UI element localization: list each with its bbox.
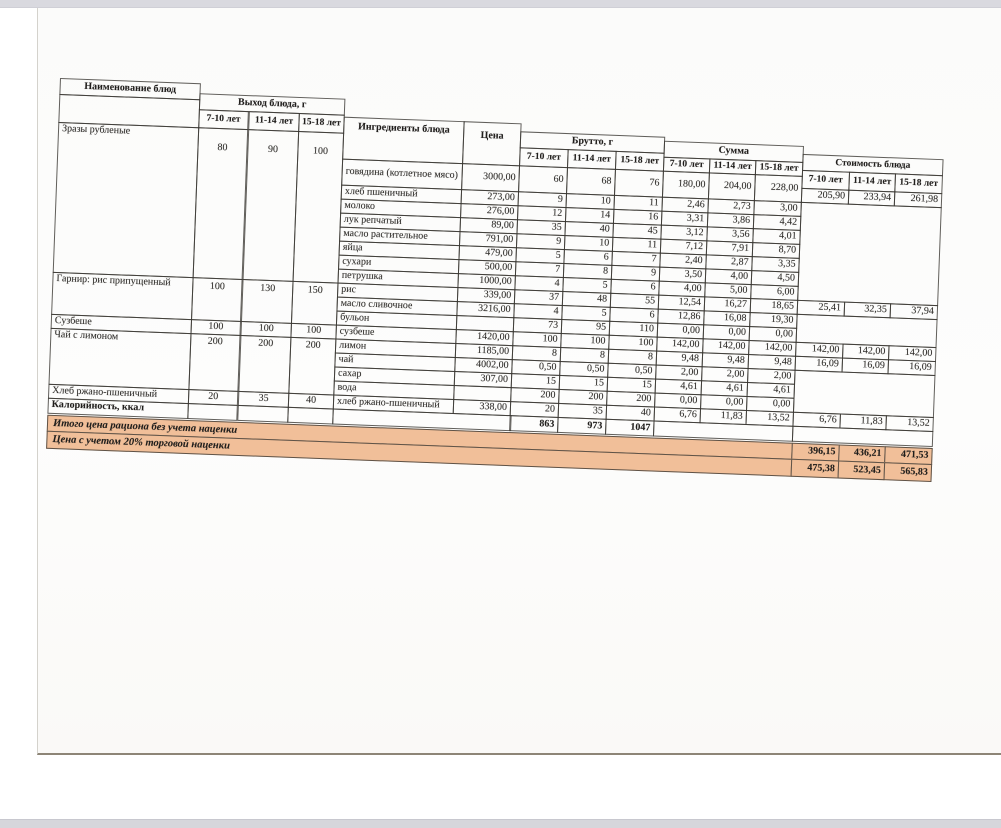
dish-output-3-1: 200 (238, 334, 292, 394)
dish-output-1-1: 130 (240, 278, 294, 324)
ingredient-brutto-0-1: 68 (566, 167, 616, 196)
header-ingredients: Ингредиенты блюда (342, 116, 465, 165)
ingredient-sum-0-0: 180,00 (661, 170, 710, 200)
calories-value-2: 1047 (605, 418, 655, 437)
header-price: Цена (462, 121, 522, 167)
calories-value-0: 863 (509, 415, 559, 433)
dish-output-0-1: 90 (242, 129, 300, 282)
ingredient-brutto-0-0: 60 (518, 165, 569, 195)
dish-cost-gap-1 (797, 201, 942, 307)
dish-output-1-0: 100 (191, 277, 243, 322)
top-window-edge (0, 0, 1001, 8)
dish-output-5-2 (287, 406, 334, 425)
dish-output-3-2: 200 (288, 336, 337, 396)
total-value-1-2: 565,83 (883, 462, 933, 482)
total-value-1-0: 475,38 (790, 458, 840, 479)
dish-name-0: Зразы рубленые (52, 121, 200, 279)
dish-output-5-1 (237, 404, 289, 423)
total-value-1-1: 523,45 (837, 460, 886, 481)
ingredient-sum-0-2: 228,00 (753, 174, 803, 203)
dish-name-3: Чай с лимоном (48, 327, 192, 391)
calories-value-1: 973 (557, 416, 607, 435)
dish-cost-gap-3 (792, 369, 936, 419)
dish-output-3-0: 200 (188, 333, 241, 392)
paper-sheet (37, 8, 1001, 755)
bottom-window-edge (0, 819, 1001, 828)
ingredient-sum-0-1: 204,00 (707, 172, 756, 202)
dish-output-0-2: 100 (292, 130, 345, 284)
ingredient-brutto-0-2: 76 (613, 168, 664, 198)
ingredient-price-0: 3000,00 (461, 163, 521, 193)
dish-name-1: Гарнир: рис припущенный (51, 271, 194, 321)
dish-output-0-0: 80 (192, 127, 249, 280)
menu-cost-table: Наименование блюд Выход блюда, г 7-10 лет 1… (46, 78, 945, 483)
dish-output-5-0 (187, 403, 238, 421)
dish-output-1-2: 150 (290, 280, 339, 326)
